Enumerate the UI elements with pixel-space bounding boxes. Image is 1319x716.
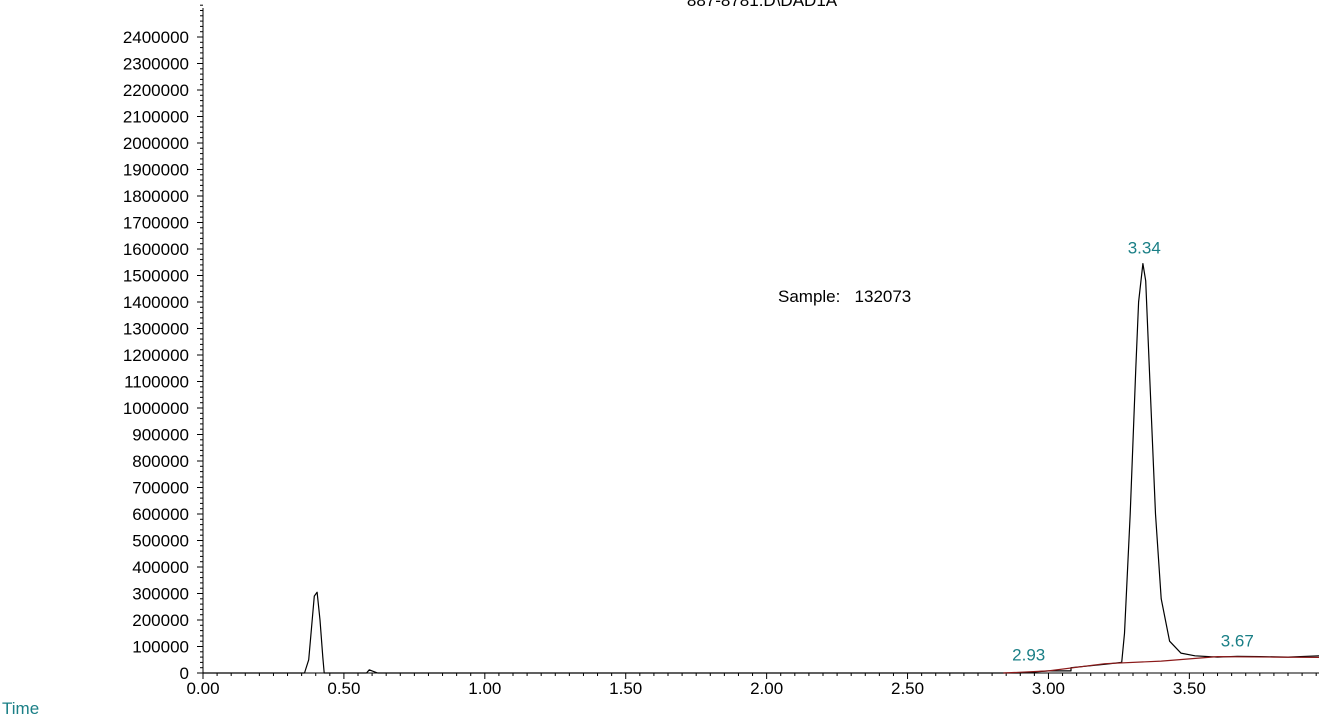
x-axis-ticks: 0.00 0.50 1.00 1.50 2.00 2.50 3.00 3.50	[186, 673, 1317, 698]
y-tick-label: 700000	[132, 479, 189, 498]
sample-annotation: Sample: 132073	[778, 287, 911, 306]
y-tick-label: 300000	[132, 585, 189, 604]
y-tick-label: 2200000	[123, 81, 189, 100]
x-tick-label: 1.50	[609, 679, 642, 698]
y-tick-label: 1100000	[124, 373, 189, 392]
y-tick-label: 1800000	[123, 187, 189, 206]
y-tick-label: 800000	[132, 452, 189, 471]
peak-label: 3.34	[1128, 239, 1161, 258]
x-tick-label: 3.00	[1032, 679, 1065, 698]
series-layer	[203, 263, 1319, 674]
x-axis-label: Time	[2, 699, 39, 716]
y-tick-label: 2000000	[123, 134, 189, 153]
x-tick-label: 0.00	[186, 679, 219, 698]
y-tick-label: 2100000	[123, 108, 189, 127]
chart-title: 887-8781.D\DAD1A	[687, 0, 838, 10]
y-tick-label: 2300000	[123, 55, 189, 74]
y-tick-label: 200000	[132, 611, 189, 630]
x-tick-label: 3.50	[1173, 679, 1206, 698]
y-tick-label: 1600000	[123, 240, 189, 259]
y-axis-ticks: 0 100000 200000 300000 400000 500000 600000 700…	[123, 4, 203, 683]
y-tick-label: 100000	[132, 638, 189, 657]
x-tick-label: 1.00	[468, 679, 501, 698]
peak-label: 3.67	[1221, 631, 1254, 650]
y-tick-label: 1200000	[123, 346, 189, 365]
y-tick-label: 1900000	[123, 161, 189, 180]
y-tick-label: 400000	[132, 558, 189, 577]
x-tick-label: 2.50	[891, 679, 924, 698]
x-tick-label: 0.50	[327, 679, 360, 698]
signal-trace	[203, 263, 1319, 674]
y-tick-label: 1300000	[123, 320, 189, 339]
y-tick-label: 1000000	[123, 399, 189, 418]
y-tick-label: 900000	[132, 426, 189, 445]
x-tick-label: 2.00	[750, 679, 783, 698]
y-tick-label: 1400000	[123, 293, 189, 312]
y-tick-label: 600000	[132, 505, 189, 524]
y-tick-label: 0	[180, 664, 189, 683]
peak-label: 2.93	[1012, 645, 1045, 664]
baseline-trace	[1003, 655, 1319, 674]
y-tick-label: 1500000	[123, 267, 189, 286]
peak-labels: 2.93 3.34 3.67	[1012, 239, 1254, 665]
y-tick-label: 1700000	[123, 214, 189, 233]
y-tick-label: 500000	[132, 532, 189, 551]
y-tick-label: 2400000	[123, 28, 189, 47]
